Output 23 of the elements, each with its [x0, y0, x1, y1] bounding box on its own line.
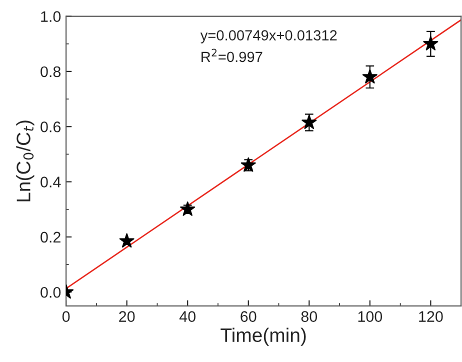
x-tick-label: 0 [62, 311, 70, 322]
annotation: y=0.00749x+0.01312 [200, 30, 337, 44]
y-tick-label: 0.4 [40, 176, 61, 188]
y-tick-label: 0.2 [40, 232, 60, 243]
x-tick-label: 20 [119, 311, 135, 322]
y-tick-label: 0.6 [40, 121, 61, 132]
y-tick-label: 1.0 [41, 11, 61, 22]
point [423, 36, 438, 50]
y-axis-title: Ln(C$_{0}$/C$_{t}$) [16, 120, 34, 202]
x-tick-label: 60 [240, 311, 256, 322]
x-tick-label: 100 [358, 311, 382, 322]
point [302, 114, 317, 129]
x-tick-label: 80 [301, 311, 318, 322]
y-tick-label: 0.0 [40, 286, 61, 298]
point [240, 157, 256, 172]
x-tick-label: 120 [419, 311, 443, 322]
annotation: R$^{2}$=0.997 [202, 48, 262, 62]
point [362, 69, 378, 84]
point [180, 201, 196, 216]
point [119, 233, 134, 248]
y-tick-label: 0.8 [40, 66, 61, 78]
x-axis-title: Time(min) [220, 328, 306, 346]
x-tick-label: 40 [179, 311, 196, 322]
